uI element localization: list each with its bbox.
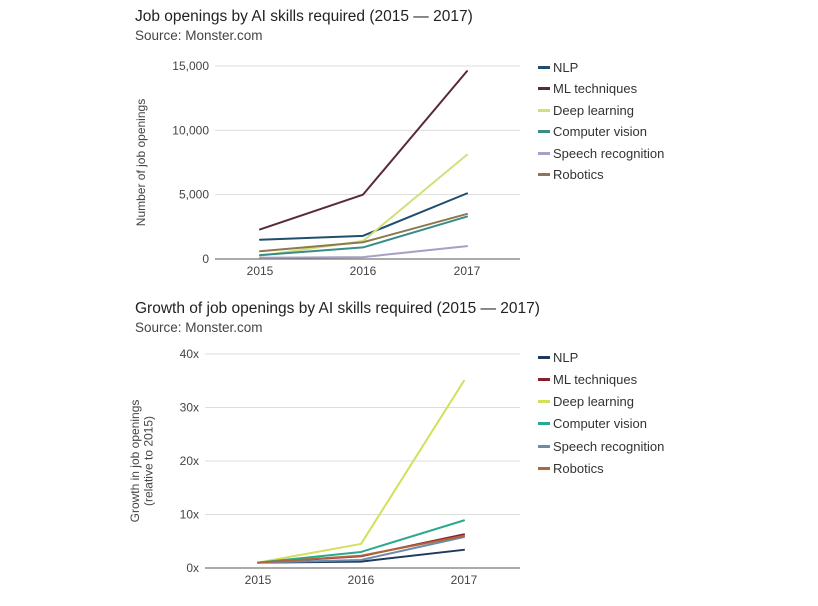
chart-title: Growth of job openings by AI skills requ… [135, 300, 540, 317]
legend-swatch [538, 151, 550, 155]
legend-label: Speech recognition [553, 438, 665, 454]
y-tick-label: 0 [202, 252, 209, 266]
legend-item: Computer vision [538, 123, 647, 141]
series-line-speech-recognition [257, 535, 465, 564]
legend-item: ML techniques [538, 80, 637, 98]
legend-swatch [538, 130, 550, 133]
y-tick-label: 0x [186, 561, 199, 575]
series-line-robotics [259, 212, 468, 253]
legend-swatch [538, 87, 550, 90]
series-line-deep-learning [257, 379, 465, 564]
series-line-nlp [259, 192, 468, 241]
y-tick-label: 40x [180, 347, 199, 361]
legend-item: Robotics [538, 460, 604, 478]
chart-title: Job openings by AI skills required (2015… [135, 8, 473, 25]
series-line-deep-learning [259, 153, 468, 257]
x-tick-label: 2016 [348, 573, 375, 587]
series-line-computer-vision [259, 215, 468, 257]
chart-subtitle: Source: Monster.com [135, 320, 263, 335]
x-tick-label: 2015 [247, 264, 274, 278]
legend-label: Deep learning [553, 102, 634, 118]
y-tick-label: 5,000 [179, 188, 209, 202]
legend-label: Speech recognition [553, 145, 665, 161]
legend-label: Robotics [553, 461, 604, 476]
legend-label: Deep learning [553, 394, 634, 410]
legend-label: NLP [553, 59, 579, 75]
legend-item: ML techniques [538, 370, 637, 388]
y-axis-title-line: Growth in job openings [128, 400, 142, 523]
chart-subtitle: Source: Monster.com [135, 28, 263, 43]
legend-label: ML techniques [553, 81, 638, 96]
x-tick-label: 2016 [350, 264, 377, 278]
legend-item: NLP [538, 348, 578, 366]
y-axis-title-line: (relative to 2015) [142, 416, 156, 506]
legend-swatch [538, 173, 550, 176]
line-chart-plot: 0 5,000 10,000 15,000 2015 2016 2017 Number of … [134, 59, 520, 278]
series-line-robotics [257, 534, 465, 564]
legend-swatch [538, 400, 550, 404]
x-tick-label: 2017 [454, 264, 481, 278]
y-tick-label: 15,000 [172, 59, 209, 73]
legend-swatch [538, 355, 550, 359]
legend-swatch [538, 108, 550, 112]
chart-job-openings: Job openings by AI skills required (2015… [0, 0, 818, 292]
legend-swatch [538, 65, 550, 69]
series-line-ml-techniques [257, 533, 465, 564]
legend-item: Robotics [538, 166, 604, 184]
y-tick-label: 30x [180, 401, 199, 415]
legend-swatch [538, 377, 550, 381]
legend-item: Deep learning [538, 101, 634, 119]
line-chart-plot: 0x 10x 20x 30x 40x 2015 2016 2017 Growth in job … [128, 347, 520, 587]
legend-item: Deep learning [538, 393, 634, 411]
legend-item: Computer vision [538, 415, 647, 433]
legend-label: NLP [553, 349, 579, 365]
legend-label: Computer vision [553, 416, 647, 432]
y-axis-title: Number of job openings [134, 99, 148, 226]
legend-item: NLP [538, 58, 578, 76]
y-tick-label: 20x [180, 454, 199, 468]
series-line-ml-techniques [259, 70, 468, 231]
x-tick-label: 2017 [451, 573, 478, 587]
legend-swatch [538, 467, 550, 470]
legend-label: ML techniques [553, 371, 638, 387]
chart-job-growth: Growth of job openings by AI skills requ… [0, 292, 818, 606]
legend-item: Speech recognition [538, 437, 664, 455]
legend-label: Computer vision [553, 124, 647, 139]
y-tick-label: 10x [180, 508, 199, 522]
legend-label: Robotics [553, 167, 604, 182]
legend-item: Speech recognition [538, 144, 664, 162]
series-line-speech-recognition [259, 245, 468, 259]
y-axis-title: Growth in job openings(relative to 2015) [128, 400, 156, 523]
x-tick-label: 2015 [245, 573, 272, 587]
legend-swatch [538, 444, 550, 448]
legend-swatch [538, 422, 550, 426]
y-tick-label: 10,000 [172, 123, 209, 137]
series-line-computer-vision [257, 519, 465, 564]
